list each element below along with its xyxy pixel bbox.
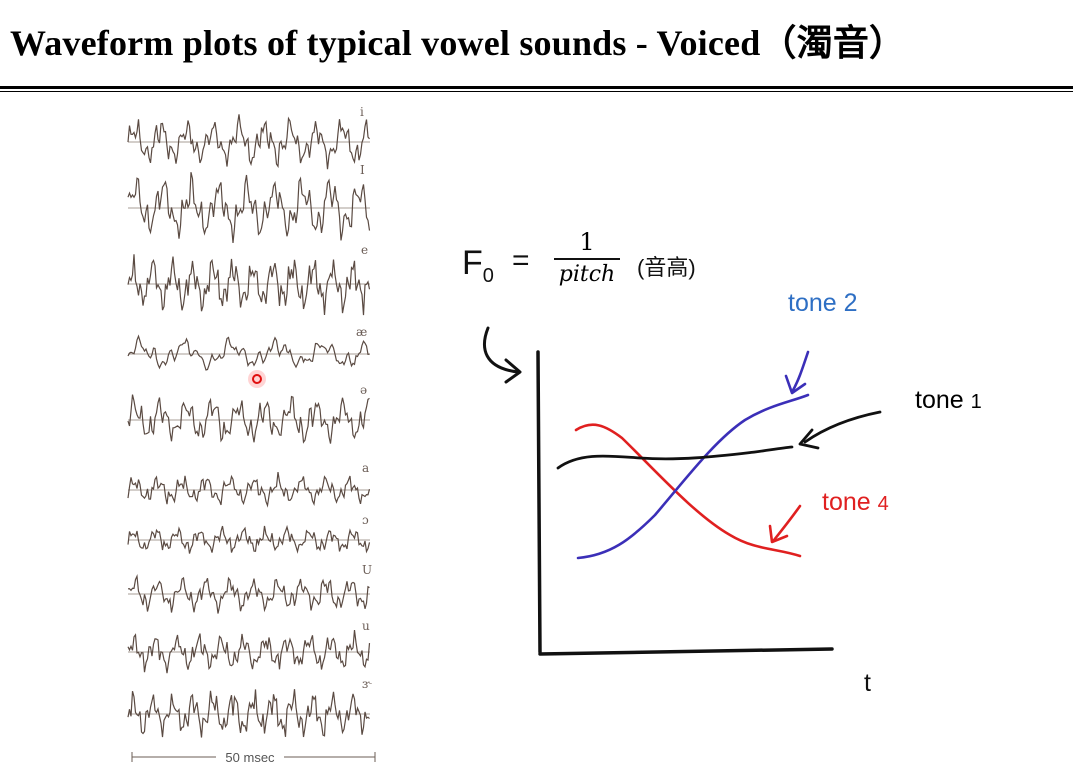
formula-denominator: pitch (558, 262, 616, 287)
tone-2-arrow (790, 350, 810, 394)
formula-lhs: F0 (462, 244, 494, 287)
y-axis-pointer-arrowhead (504, 358, 522, 384)
vowel-label: e (361, 243, 368, 257)
tone-4-label: tone 4 (822, 488, 889, 516)
vowel-waveform (127, 630, 371, 674)
f0-formula: F0 = 1 pitch (音高) (462, 228, 762, 298)
slide-title: Waveform plots of typical vowel sounds -… (10, 23, 906, 63)
tone-4-arrow (772, 504, 802, 542)
tone-2-contour (576, 393, 810, 560)
x-axis (538, 647, 834, 656)
formula-equals: = (512, 244, 530, 277)
vowel-waveform (127, 472, 371, 508)
fraction-bar (554, 258, 620, 260)
formula-note: (音高) (637, 255, 696, 280)
y-axis-pointer-arrow (483, 326, 520, 374)
tone-1-contour (556, 445, 794, 470)
vowel-label: a (362, 461, 369, 475)
vowel-label: i (360, 105, 364, 119)
tone-2-label: tone 2 (788, 289, 858, 317)
vowel-label: ə (360, 383, 367, 397)
tone-4-arrowhead (768, 524, 789, 544)
scale-bar-label: 50 msec (225, 750, 275, 765)
title-rule-thick (0, 86, 1073, 89)
tone-1-arrow (803, 410, 882, 444)
formula-fraction: 1 pitch (554, 228, 620, 288)
y-axis (536, 350, 542, 654)
title-rule-thin (0, 91, 1073, 92)
vowel-waveform (127, 172, 371, 243)
vowel-label: æ (356, 325, 367, 339)
vowel-label: u (362, 619, 370, 633)
vowel-waveform (127, 394, 370, 444)
tone-4-contour (574, 423, 802, 558)
vowel-label: ɝ (362, 677, 372, 691)
vowel-waveform (127, 334, 370, 371)
formula-numerator: 1 (579, 228, 595, 256)
tone-contour-plot (483, 326, 882, 656)
vowel-waveform-panel: i Ie æ ə a ɔ Uu ɝ 50 msec (127, 105, 376, 765)
scale-bar-label-bg (216, 749, 284, 765)
vowel-waveform (127, 254, 371, 316)
vowel-waveform (127, 524, 371, 554)
vowel-label: I (360, 163, 365, 177)
vowel-label: ɔ (362, 513, 369, 527)
tone-1-label: tone 1 (915, 386, 982, 414)
cursor-halo (248, 370, 266, 388)
vowel-waveform (127, 689, 370, 738)
tone-2-arrowhead (784, 374, 807, 395)
vowel-label: U (362, 563, 372, 577)
vowel-waveform (127, 574, 370, 614)
vowel-waveform (127, 114, 370, 170)
cursor-dot (252, 374, 262, 384)
tone-1-arrowhead (798, 428, 820, 450)
x-axis-label: t (864, 669, 871, 697)
